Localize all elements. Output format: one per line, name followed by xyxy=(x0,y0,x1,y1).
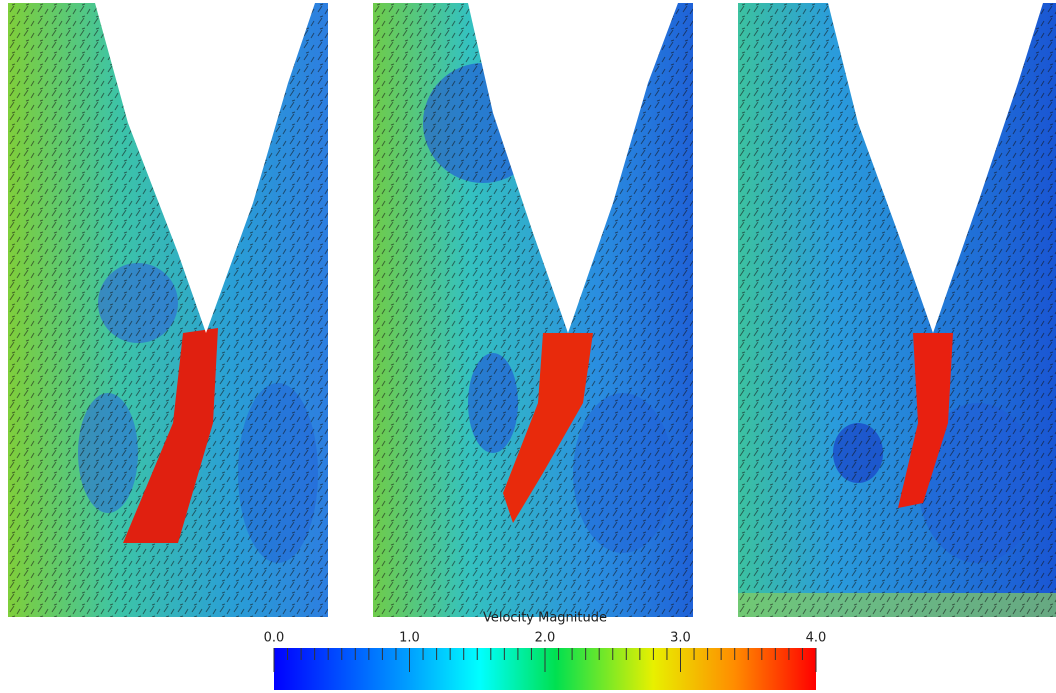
panel xyxy=(8,3,328,617)
tick-label: 0.0 xyxy=(264,631,285,646)
colorbar-title: Velocity Magnitude xyxy=(483,611,607,626)
panel xyxy=(738,3,1056,617)
visualization: Velocity Magnitude 0.0 1.0 2.0 3.0 4.0 xyxy=(0,0,1056,693)
panel xyxy=(373,3,693,617)
tick-label: 3.0 xyxy=(670,631,691,646)
tick-label: 2.0 xyxy=(535,631,556,646)
tick-label: 1.0 xyxy=(399,631,420,646)
tick-label: 4.0 xyxy=(806,631,827,646)
